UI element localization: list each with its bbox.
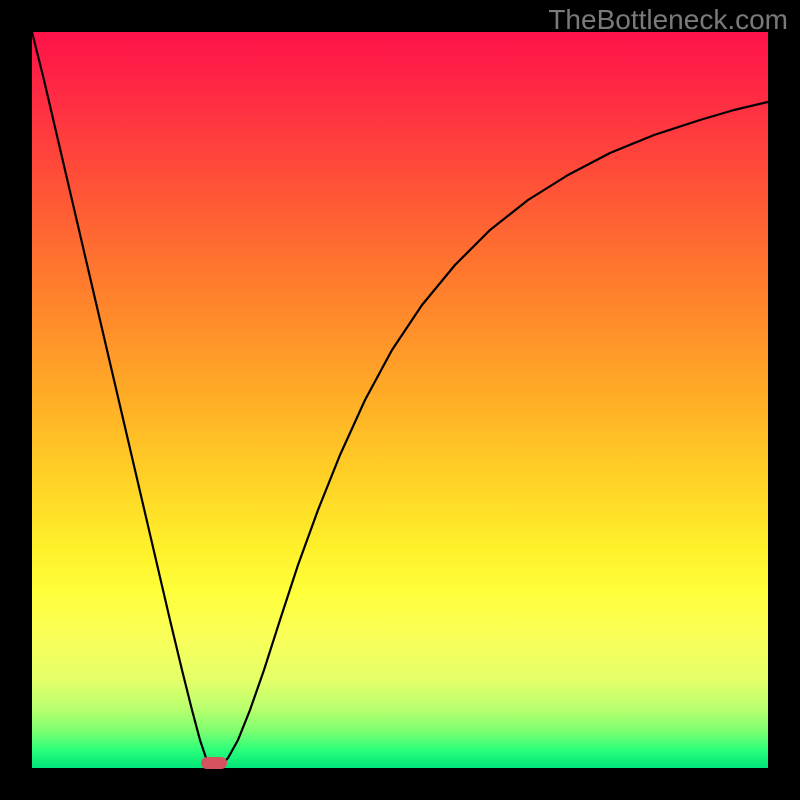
chart-container: TheBottleneck.com — [0, 0, 800, 800]
plot-background — [32, 32, 768, 768]
bottleneck-curve-chart — [0, 0, 800, 800]
frame-left — [0, 0, 32, 800]
frame-right — [768, 0, 800, 800]
minimum-marker — [201, 757, 227, 769]
watermark-text: TheBottleneck.com — [548, 4, 788, 36]
frame-bottom — [0, 768, 800, 800]
